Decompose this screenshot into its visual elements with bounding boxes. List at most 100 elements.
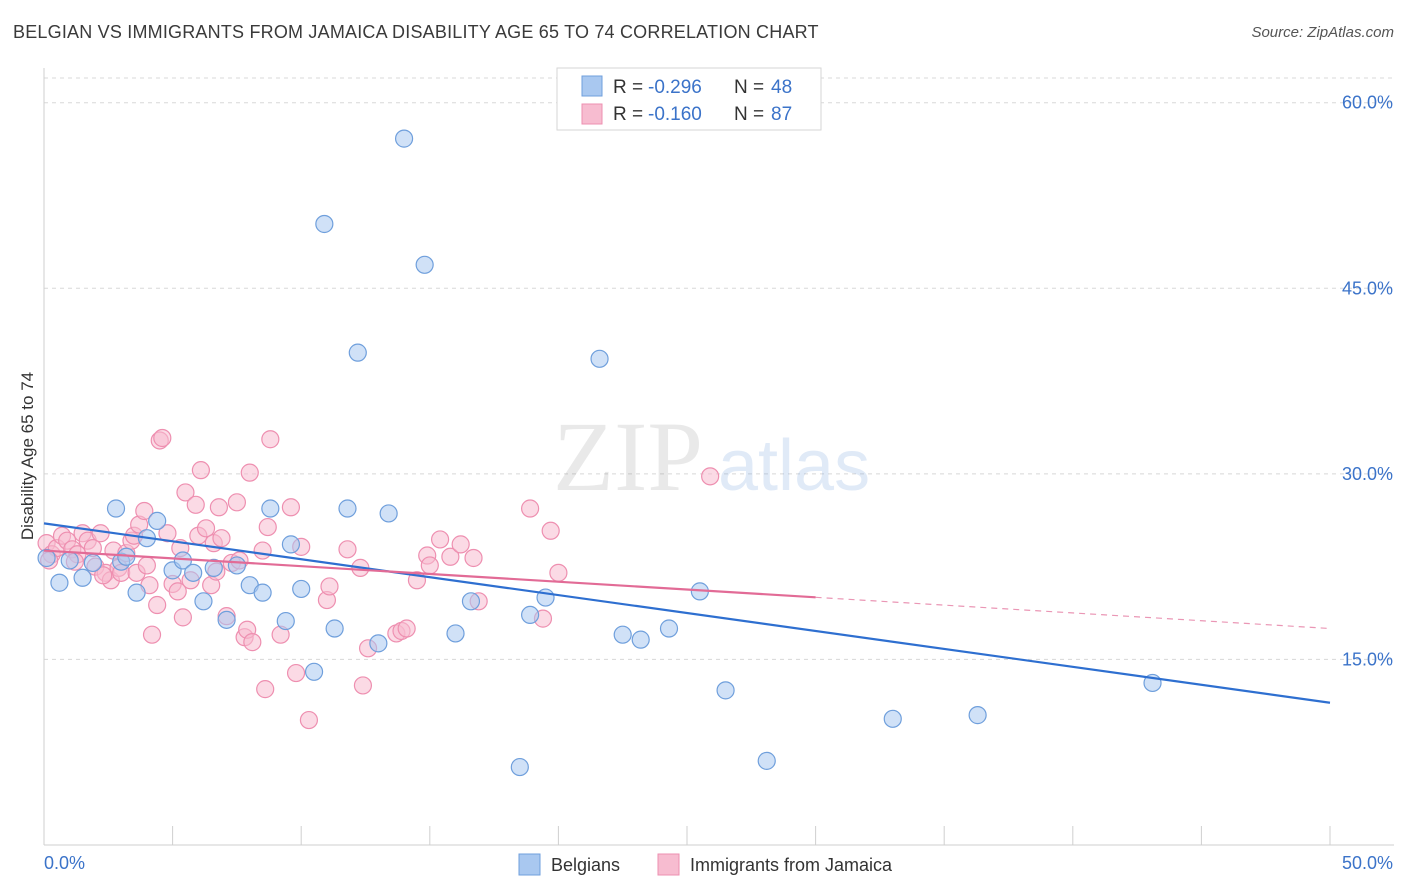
belgian-point xyxy=(106,499,126,518)
jamaica-point xyxy=(148,595,167,615)
belgian-point xyxy=(415,255,434,274)
jamaica-point xyxy=(338,540,357,559)
bottom-legend-swatch-jamaica xyxy=(657,853,680,876)
jamaica-point xyxy=(397,619,416,638)
legend-swatch-jamaica xyxy=(581,103,603,125)
belgian-trend-line xyxy=(43,522,1331,704)
belgian-point xyxy=(338,499,357,518)
y-tick-labels: 15.0% 30.0% 45.0% 60.0% xyxy=(1342,93,1393,670)
watermark-atlas: atlas xyxy=(718,426,870,506)
jamaica-point xyxy=(451,535,470,554)
belgian-point xyxy=(253,583,272,602)
y-tick-label: 45.0% xyxy=(1342,278,1393,298)
belgian-point xyxy=(590,349,609,368)
belgian-point xyxy=(276,611,295,631)
jamaica-point xyxy=(227,493,246,512)
jamaica-point xyxy=(91,524,110,543)
belgian-point xyxy=(968,706,987,725)
jamaica-point xyxy=(441,547,460,566)
jamaica-point xyxy=(191,461,210,480)
jamaica-trend-line xyxy=(43,549,816,599)
belgian-point xyxy=(521,605,540,625)
y-tick-label: 60.0% xyxy=(1342,93,1393,113)
jamaica-point xyxy=(158,524,177,543)
jamaica-point xyxy=(420,556,439,575)
jamaica-point xyxy=(153,428,172,448)
correlation-legend: R = -0.296 N = 48 R = -0.160 N = 87 xyxy=(556,67,822,131)
jamaica-point xyxy=(256,680,275,699)
belgian-point xyxy=(127,583,146,602)
jamaica-point xyxy=(209,498,228,517)
belgian-point xyxy=(348,343,367,362)
bottom-legend-swatch-belgians xyxy=(518,853,541,876)
belgian-point xyxy=(379,504,398,523)
jamaica-point xyxy=(240,463,259,482)
bottom-legend-jamaica: Immigrants from Jamaica xyxy=(690,855,893,875)
belgian-point xyxy=(369,634,388,653)
jamaica-point xyxy=(521,499,540,518)
legend-r-label-1: R = xyxy=(613,77,643,98)
belgian-point xyxy=(261,499,280,518)
jamaica-point xyxy=(258,517,277,537)
jamaica-point xyxy=(135,501,154,521)
belgian-point xyxy=(83,553,102,573)
jamaica-point xyxy=(464,548,483,568)
jamaica-point xyxy=(261,430,280,449)
belgian-point xyxy=(757,751,776,770)
jamaica-point xyxy=(94,566,113,585)
jamaica-point xyxy=(212,529,231,548)
belgian-point xyxy=(631,630,650,649)
belgian-point xyxy=(325,619,344,638)
belgian-point xyxy=(315,214,334,234)
watermark: ZIP atlas xyxy=(553,401,870,512)
jamaica-point xyxy=(243,633,262,652)
belgian-point xyxy=(304,662,324,681)
jamaica-point xyxy=(186,495,205,514)
belgian-point xyxy=(281,535,301,554)
jamaica-point xyxy=(168,582,187,601)
belgian-point xyxy=(50,573,69,592)
belgian-points xyxy=(37,129,1162,777)
jamaica-point xyxy=(142,625,162,644)
gridlines xyxy=(44,77,1394,660)
belgian-point xyxy=(73,568,92,587)
belgian-point xyxy=(659,619,679,638)
y-tick-label: 30.0% xyxy=(1342,464,1393,484)
x-axis-ticks xyxy=(43,826,1331,845)
y-axis-title: Disability Age 65 to 74 xyxy=(18,372,37,540)
belgian-point xyxy=(461,592,481,611)
belgian-point xyxy=(883,709,902,728)
legend-n-label-2: N = xyxy=(734,104,764,125)
jamaica-trend-line-extension xyxy=(815,596,1331,630)
jamaica-point xyxy=(137,556,156,575)
belgian-point xyxy=(394,129,414,148)
series-legend: Belgians Immigrants from Jamaica xyxy=(518,853,893,876)
legend-swatch-belgians xyxy=(581,75,603,97)
trend-lines xyxy=(43,522,1331,704)
jamaica-point xyxy=(320,577,339,596)
jamaica-point xyxy=(430,530,450,549)
jamaica-point xyxy=(549,563,568,582)
jamaica-point xyxy=(701,467,720,486)
legend-n-label-1: N = xyxy=(734,77,764,98)
belgian-point xyxy=(37,548,56,568)
legend-r-value-2: -0.160 xyxy=(648,104,702,125)
jamaica-point xyxy=(299,710,319,730)
jamaica-point xyxy=(281,498,301,517)
jamaica-point xyxy=(286,663,306,683)
bottom-legend-belgians: Belgians xyxy=(551,855,620,875)
y-tick-label: 15.0% xyxy=(1342,649,1393,669)
jamaica-point xyxy=(353,676,373,695)
legend-r-value-1: -0.296 xyxy=(648,77,702,98)
belgian-point xyxy=(613,625,632,644)
source-credit: Source: ZipAtlas.com xyxy=(1251,24,1394,41)
belgian-point xyxy=(227,556,246,575)
belgian-point xyxy=(194,592,213,611)
belgian-point xyxy=(148,511,167,530)
legend-r-label-2: R = xyxy=(613,104,643,125)
belgian-point xyxy=(292,579,311,599)
jamaica-point xyxy=(541,521,560,540)
jamaica-point xyxy=(196,519,216,538)
belgian-point xyxy=(446,624,465,643)
